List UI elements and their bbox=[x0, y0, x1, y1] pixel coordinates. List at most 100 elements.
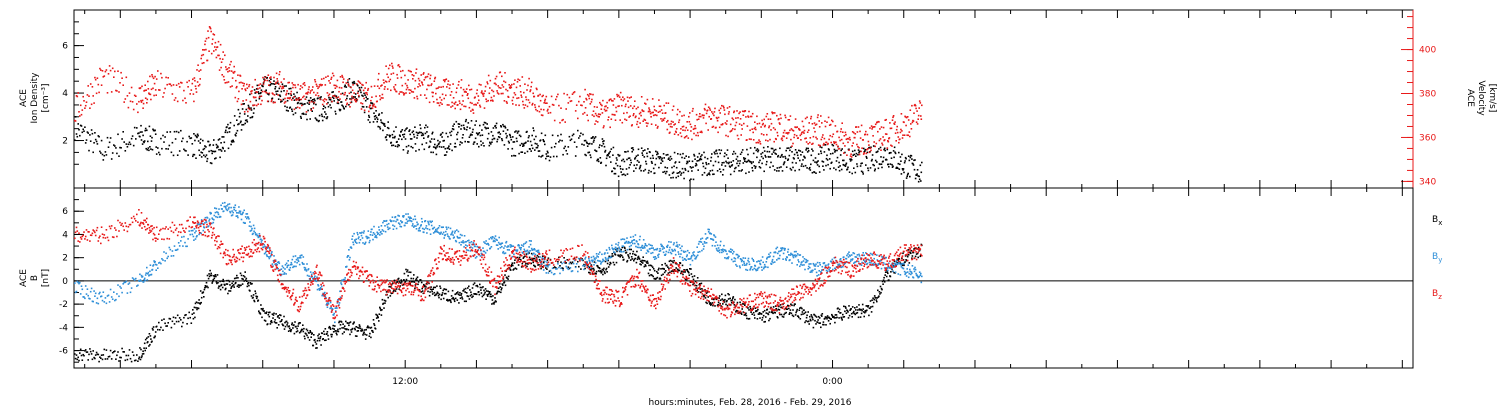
density-point bbox=[328, 98, 331, 101]
density-point bbox=[630, 147, 633, 149]
velocity-point bbox=[718, 109, 720, 112]
bx-point bbox=[652, 275, 654, 278]
by-point bbox=[149, 270, 151, 273]
velocity-point bbox=[327, 94, 330, 97]
density-point bbox=[852, 154, 854, 156]
bx-point bbox=[761, 316, 764, 319]
velocity-point bbox=[231, 85, 233, 87]
velocity-point bbox=[390, 89, 392, 92]
density-point bbox=[215, 143, 218, 146]
velocity-point bbox=[596, 106, 598, 108]
bx-point bbox=[421, 287, 423, 290]
by-point bbox=[312, 278, 314, 280]
density-point bbox=[861, 171, 864, 173]
velocity-point bbox=[308, 86, 310, 88]
density-point bbox=[802, 165, 805, 168]
velocity-point bbox=[305, 92, 307, 95]
bx-point bbox=[842, 313, 844, 316]
velocity-point bbox=[401, 84, 404, 87]
density-point bbox=[865, 155, 868, 158]
bx-point bbox=[255, 295, 257, 298]
velocity-point bbox=[438, 86, 440, 88]
density-point bbox=[719, 171, 722, 173]
velocity-point bbox=[258, 96, 261, 98]
density-point bbox=[247, 115, 249, 117]
velocity-point bbox=[120, 71, 122, 74]
density-point bbox=[93, 142, 95, 144]
bx-point bbox=[535, 259, 537, 262]
velocity-point bbox=[410, 70, 412, 73]
velocity-point bbox=[447, 83, 449, 86]
density-point bbox=[432, 151, 434, 154]
density-point bbox=[409, 133, 411, 136]
velocity-point bbox=[418, 83, 420, 85]
bx-point bbox=[228, 290, 230, 292]
bx-point bbox=[236, 285, 239, 288]
bx-point bbox=[479, 283, 481, 286]
density-point bbox=[864, 150, 866, 152]
velocity-point bbox=[424, 94, 426, 96]
velocity-point bbox=[697, 134, 699, 137]
bx-point bbox=[792, 309, 794, 311]
by-point bbox=[195, 236, 198, 238]
density-point bbox=[779, 147, 781, 150]
velocity-point bbox=[916, 123, 919, 125]
velocity-point bbox=[224, 82, 227, 84]
by-point bbox=[221, 202, 224, 204]
bx-point bbox=[498, 290, 500, 293]
density-point bbox=[701, 154, 703, 156]
bx-point bbox=[567, 266, 570, 268]
velocity-point bbox=[544, 98, 547, 101]
density-point bbox=[513, 141, 516, 143]
velocity-point bbox=[699, 113, 701, 115]
bx-point bbox=[515, 268, 518, 270]
density-point bbox=[655, 150, 657, 153]
density-point bbox=[792, 166, 794, 169]
velocity-point bbox=[832, 120, 834, 123]
bx-point bbox=[565, 262, 567, 264]
velocity-point bbox=[778, 122, 781, 124]
velocity-point bbox=[542, 94, 544, 97]
density-point bbox=[778, 170, 780, 172]
density-point bbox=[592, 136, 594, 138]
bx-point bbox=[865, 310, 867, 313]
by-point bbox=[241, 213, 243, 216]
density-point bbox=[391, 133, 394, 136]
density-point bbox=[794, 149, 797, 151]
velocity-point bbox=[860, 150, 862, 153]
bx-point bbox=[402, 283, 405, 286]
velocity-point bbox=[647, 110, 650, 113]
bx-point bbox=[167, 322, 169, 324]
bx-point bbox=[99, 356, 101, 358]
bx-point bbox=[449, 299, 452, 302]
velocity-point bbox=[690, 126, 693, 128]
bx-point bbox=[826, 315, 829, 317]
bx-point bbox=[799, 318, 802, 320]
density-point bbox=[453, 123, 455, 125]
velocity-point bbox=[417, 86, 419, 88]
density-point bbox=[437, 139, 439, 142]
density-point bbox=[240, 129, 243, 131]
density-point bbox=[597, 160, 600, 163]
bx-point bbox=[333, 328, 335, 330]
density-point bbox=[431, 131, 434, 134]
bx-point bbox=[770, 306, 772, 309]
density-point bbox=[436, 146, 438, 148]
bx-point bbox=[451, 289, 454, 292]
density-point bbox=[209, 162, 212, 164]
bx-point bbox=[85, 351, 88, 353]
density-point bbox=[125, 143, 128, 145]
bx-point bbox=[304, 337, 306, 340]
velocity-point bbox=[339, 98, 341, 100]
density-point bbox=[899, 156, 902, 158]
velocity-point bbox=[851, 145, 853, 147]
velocity-point bbox=[770, 129, 772, 131]
density-point bbox=[419, 127, 422, 130]
bx-point bbox=[507, 278, 509, 280]
bx-point bbox=[120, 356, 122, 359]
bx-point bbox=[213, 275, 215, 277]
density-point bbox=[635, 155, 638, 157]
bx-point bbox=[733, 301, 735, 303]
velocity-point bbox=[328, 80, 330, 82]
